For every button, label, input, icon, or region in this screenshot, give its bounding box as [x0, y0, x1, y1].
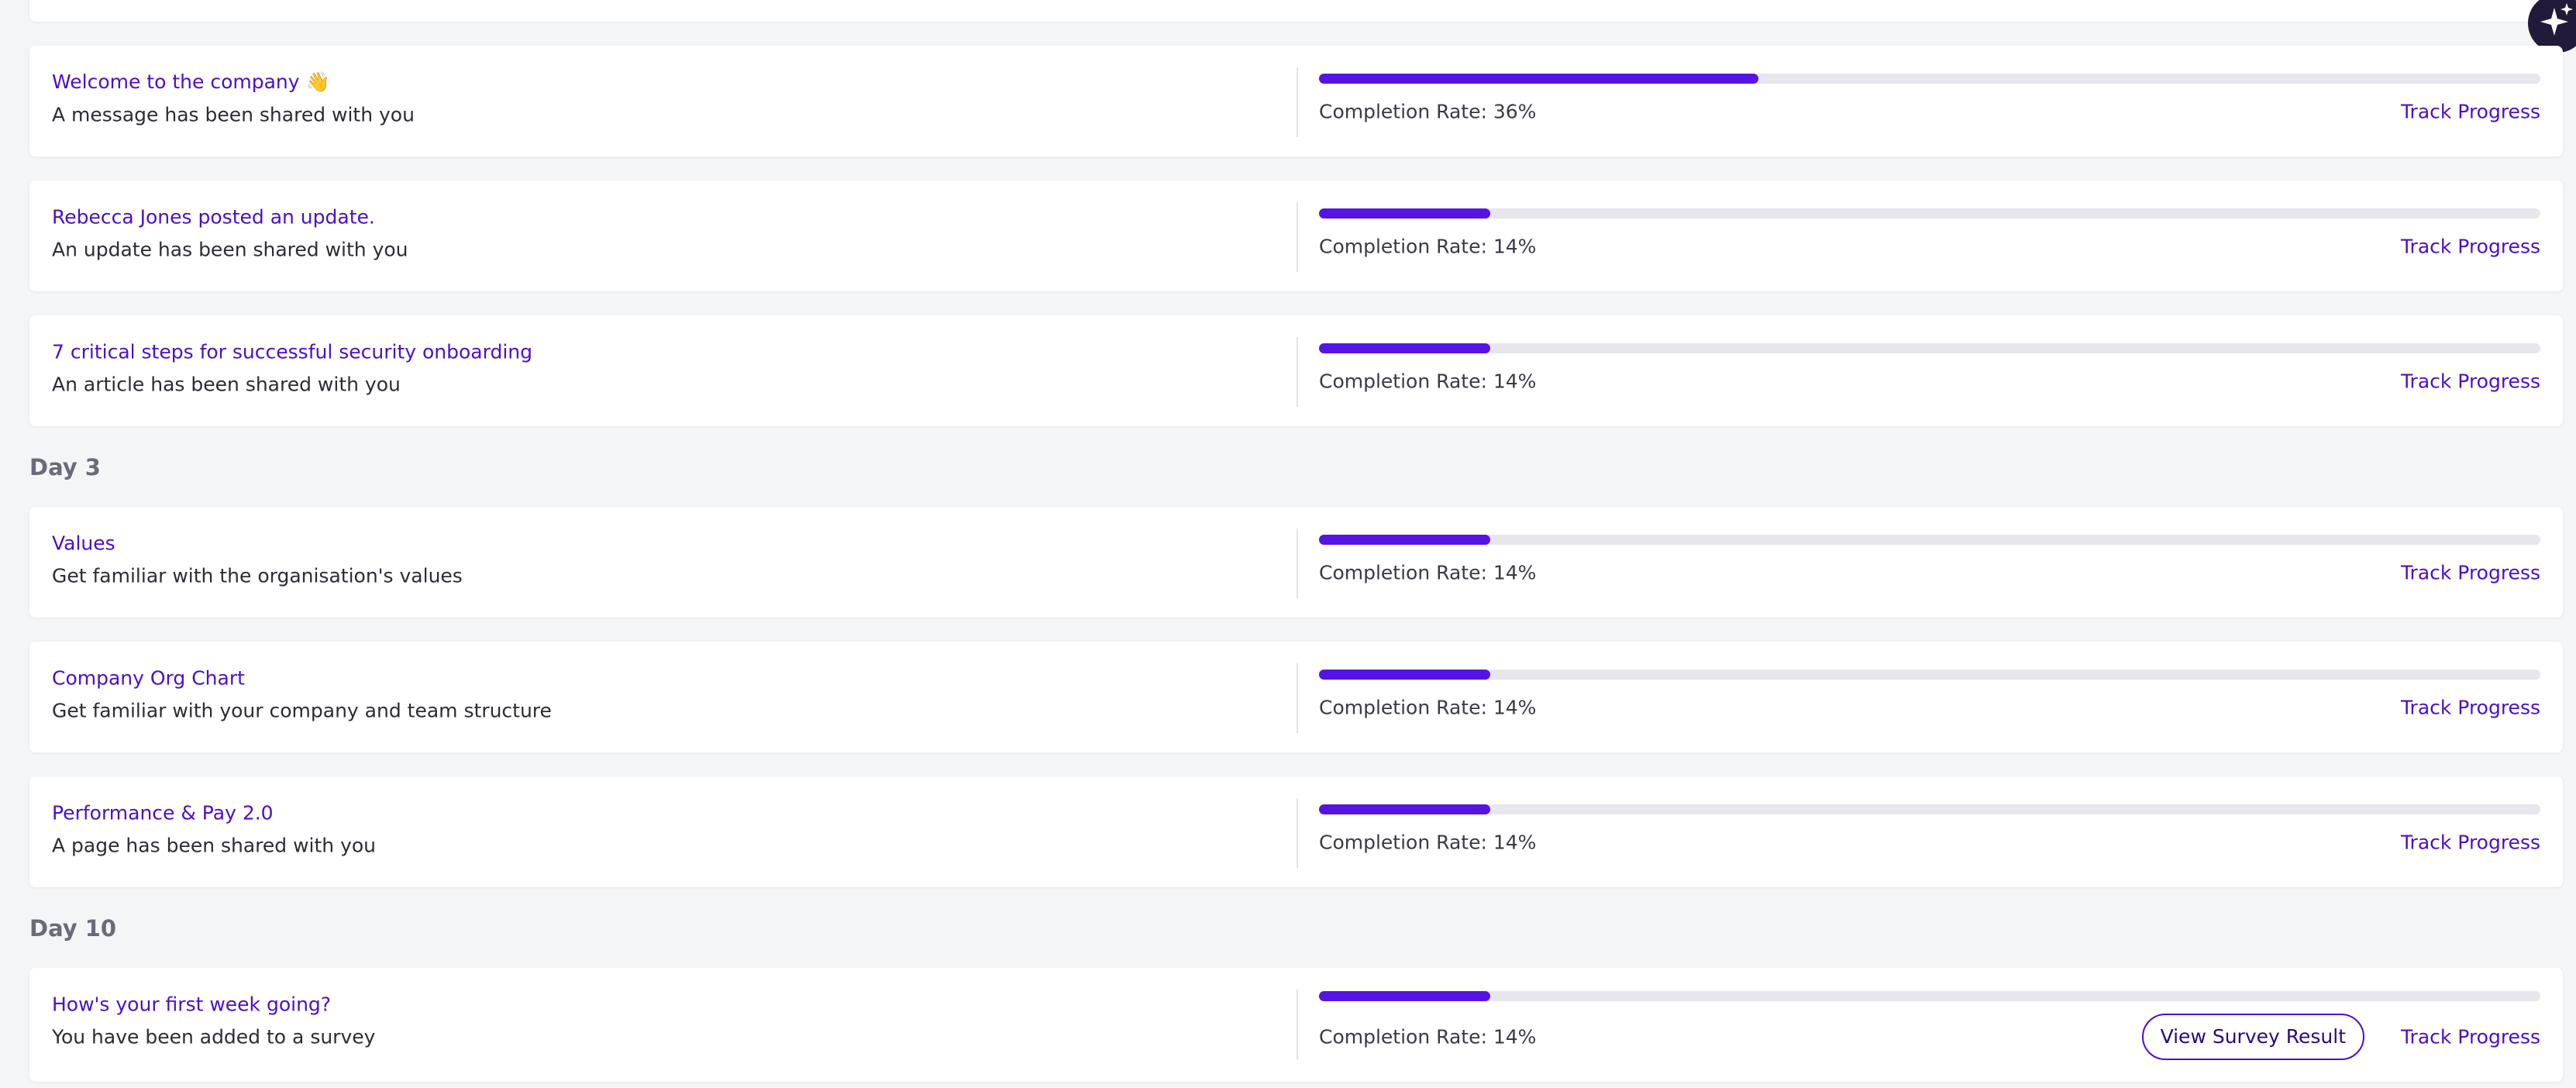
partial-card [29, 0, 2563, 22]
item-card: How's your first week going? You have bee… [29, 968, 2563, 1082]
divider [1297, 663, 1298, 733]
day-heading: Day 3 [29, 454, 101, 480]
progress-track [1319, 208, 2540, 219]
assistant-button[interactable] [2528, 0, 2576, 53]
item-card: Welcome to the company 👋 A message has be… [29, 46, 2563, 157]
track-progress-link[interactable]: Track Progress [2400, 235, 2540, 258]
day-heading: Day 10 [29, 915, 117, 942]
item-subtitle: You have been added to a survey [52, 1025, 376, 1048]
item-card: 7 critical steps for successful security… [29, 315, 2563, 426]
track-progress-link[interactable]: Track Progress [2400, 100, 2540, 123]
item-subtitle: A message has been shared with you [52, 103, 415, 126]
progress-track [1319, 991, 2540, 1001]
item-title[interactable]: 7 critical steps for successful security… [52, 340, 532, 363]
progress-fill [1319, 991, 1490, 1001]
progress-fill [1319, 804, 1490, 814]
item-card: Rebecca Jones posted an update. An update… [29, 181, 2563, 291]
item-title[interactable]: Rebecca Jones posted an update. [52, 205, 375, 229]
progress-track [1319, 804, 2540, 814]
divider [1297, 337, 1298, 407]
divider [1297, 529, 1298, 598]
divider [1297, 798, 1298, 868]
divider [1297, 67, 1298, 137]
completion-rate: Completion Rate: 14% [1319, 1025, 1537, 1048]
item-subtitle: A page has been shared with you [52, 834, 377, 857]
item-card: Performance & Pay 2.0 A page has been sha… [29, 776, 2563, 887]
item-card: Values Get familiar with the organisation… [29, 507, 2563, 618]
item-card: Company Org Chart Get familiar with your … [29, 642, 2563, 752]
view-survey-button[interactable]: View Survey Result [2141, 1014, 2364, 1060]
item-title[interactable]: Performance & Pay 2.0 [52, 801, 274, 825]
completion-rate: Completion Rate: 14% [1319, 370, 1537, 393]
item-title[interactable]: Welcome to the company 👋 [52, 71, 330, 93]
track-progress-link[interactable]: Track Progress [2400, 561, 2540, 584]
completion-rate: Completion Rate: 14% [1319, 831, 1537, 854]
item-subtitle: Get familiar with your company and team … [52, 699, 552, 722]
item-title[interactable]: Values [52, 532, 115, 555]
progress-track [1319, 74, 2540, 84]
completion-rate: Completion Rate: 14% [1319, 235, 1537, 258]
progress-fill [1319, 74, 1759, 84]
sparkle-icon [2540, 3, 2573, 36]
progress-fill [1319, 208, 1490, 219]
track-progress-link[interactable]: Track Progress [2400, 696, 2540, 719]
item-subtitle: An article has been shared with you [52, 373, 401, 396]
progress-track [1319, 535, 2540, 545]
divider [1297, 990, 1298, 1059]
progress-track [1319, 670, 2540, 680]
completion-rate: Completion Rate: 36% [1319, 100, 1537, 123]
item-title[interactable]: How's your first week going? [52, 993, 332, 1016]
completion-rate: Completion Rate: 14% [1319, 561, 1537, 584]
progress-fill [1319, 535, 1490, 545]
progress-fill [1319, 670, 1490, 680]
track-progress-link[interactable]: Track Progress [2400, 370, 2540, 393]
track-progress-link[interactable]: Track Progress [2400, 831, 2540, 854]
item-subtitle: An update has been shared with you [52, 238, 408, 261]
track-progress-link[interactable]: Track Progress [2400, 1025, 2540, 1048]
item-subtitle: Get familiar with the organisation's val… [52, 564, 463, 587]
completion-rate: Completion Rate: 14% [1319, 696, 1537, 719]
divider [1297, 202, 1298, 272]
progress-track [1319, 343, 2540, 353]
progress-fill [1319, 343, 1490, 353]
item-title[interactable]: Company Org Chart [52, 666, 245, 690]
